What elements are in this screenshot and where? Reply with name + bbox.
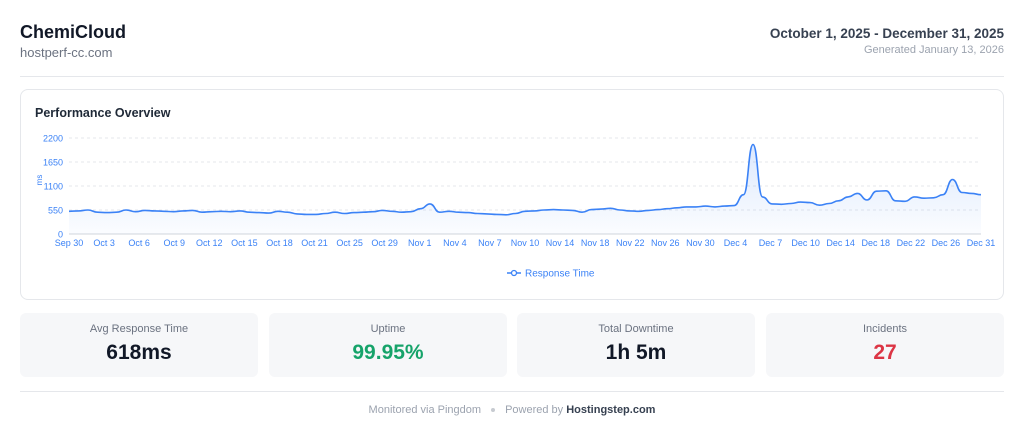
- x-tick-label: Nov 7: [478, 238, 502, 248]
- series-line: [68, 143, 982, 216]
- x-tick-label: Oct 25: [336, 238, 363, 248]
- y-tick-label: 2200: [43, 134, 63, 144]
- x-tick-label: Nov 14: [546, 238, 575, 248]
- x-tick-label: Oct 18: [266, 238, 293, 248]
- x-tick-label: Nov 4: [443, 238, 467, 248]
- stat-value: 1h 5m: [605, 341, 667, 364]
- card-title: Performance Overview: [35, 106, 171, 120]
- x-tick-label: Nov 26: [651, 238, 680, 248]
- stat-value: 618ms: [106, 341, 172, 364]
- x-tick-label: Oct 21: [301, 238, 328, 248]
- x-tick-label: Nov 18: [581, 238, 610, 248]
- y-tick-label: 0: [58, 230, 63, 240]
- response-time-chart: 0 550 1100 1650 2200 ms Sep 30 Oct 3 Oct 6 Oct 9 O…: [35, 134, 996, 280]
- stat-value: 99.95%: [352, 341, 424, 364]
- stat-label: Total Downtime: [598, 323, 674, 335]
- y-tick-label: 1650: [43, 158, 63, 168]
- stat-card-total-downtime: Total Downtime 1h 5m: [517, 313, 755, 377]
- x-tick-label: Dec 18: [862, 238, 891, 248]
- monitored-domain: hostperf-cc.com: [20, 45, 113, 60]
- report-header: ChemiCloud hostperf-cc.com October 1, 20…: [20, 18, 1004, 77]
- stat-label: Uptime: [370, 323, 406, 335]
- stat-value: 27: [873, 341, 897, 364]
- x-tick-label: Nov 22: [616, 238, 645, 248]
- x-tick-label: Dec 26: [932, 238, 961, 248]
- performance-overview-card: Performance Overview 0 550 1100 1650 2200 ms S…: [20, 89, 1004, 300]
- powered-by-prefix: Powered by: [505, 404, 564, 416]
- x-tick-label: Oct 12: [196, 238, 223, 248]
- x-tick-label: Dec 14: [826, 238, 855, 248]
- provider-name: ChemiCloud: [20, 22, 126, 42]
- y-tick-label: 1100: [44, 182, 63, 192]
- stat-card-uptime: Uptime 99.95%: [269, 313, 507, 377]
- x-tick-label: Oct 3: [93, 238, 115, 248]
- y-axis-label: ms: [35, 175, 44, 186]
- x-tick-label: Oct 29: [371, 238, 398, 248]
- report-footer: Monitored via Pingdom Powered by Hostings…: [20, 391, 1004, 432]
- legend-label: Response Time: [525, 269, 595, 280]
- separator-dot: [491, 408, 496, 413]
- legend-marker-icon: [510, 269, 518, 277]
- x-tick-label: Oct 6: [128, 238, 150, 248]
- x-tick-label: Sep 30: [55, 238, 84, 248]
- report-period: October 1, 2025 - December 31, 2025: [769, 26, 1004, 41]
- x-tick-label: Dec 22: [897, 238, 926, 248]
- stats-row: Avg Response Time 618ms Uptime 99.95% To…: [20, 313, 1004, 377]
- monitored-via: Monitored via Pingdom: [368, 404, 482, 416]
- powered-by-brand: Hostingstep.com: [566, 404, 656, 416]
- x-tick-label: Dec 4: [724, 238, 748, 248]
- stat-label: Incidents: [862, 323, 908, 335]
- x-tick-label: Nov 1: [408, 238, 432, 248]
- x-tick-label: Nov 30: [686, 238, 715, 248]
- x-tick-label: Dec 31: [967, 238, 996, 248]
- x-tick-label: Dec 7: [759, 238, 783, 248]
- x-tick-label: Oct 9: [163, 238, 185, 248]
- stat-card-avg-response: Avg Response Time 618ms: [20, 313, 258, 377]
- generated-date: Generated January 13, 2026: [863, 44, 1004, 56]
- stat-card-incidents: Incidents 27: [766, 313, 1004, 377]
- series-area: [69, 144, 981, 234]
- x-tick-label: Dec 10: [791, 238, 820, 248]
- footer-text: Monitored via Pingdom Powered by Hostings…: [20, 404, 1004, 416]
- stat-label: Avg Response Time: [89, 323, 189, 335]
- x-tick-label: Oct 15: [231, 238, 258, 248]
- x-tick-label: Nov 10: [511, 238, 540, 248]
- y-tick-label: 550: [48, 206, 63, 216]
